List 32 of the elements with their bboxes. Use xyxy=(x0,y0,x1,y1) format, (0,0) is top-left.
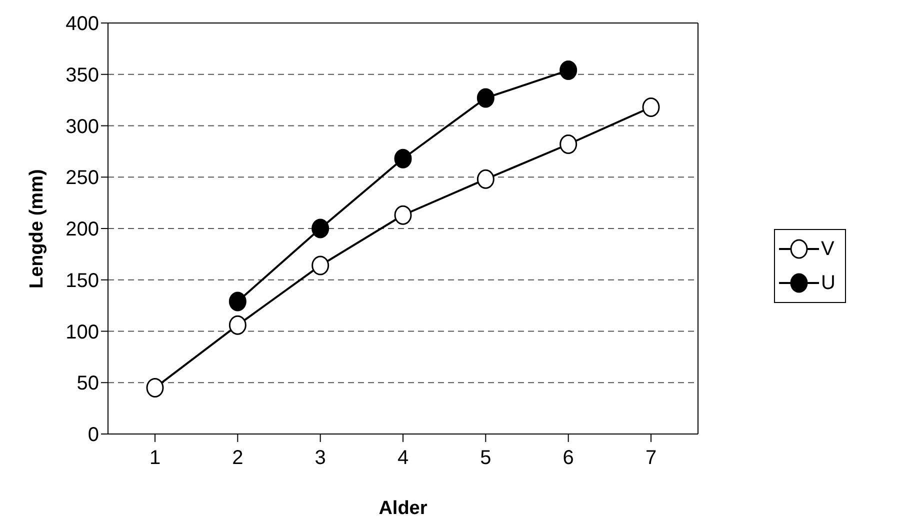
y-tick-label: 400 xyxy=(66,13,99,36)
y-tick-label: 200 xyxy=(66,218,99,241)
point xyxy=(228,315,246,335)
point xyxy=(560,134,578,154)
x-tick-label: 1 xyxy=(149,447,161,470)
x-tick-label: 7 xyxy=(645,447,657,470)
y-tick-label: 0 xyxy=(88,424,99,446)
y-tick-label: 250 xyxy=(66,167,99,190)
y-tick-label: 350 xyxy=(66,64,99,86)
point xyxy=(642,98,660,118)
y-tick-label: 300 xyxy=(66,116,99,138)
point xyxy=(312,218,330,238)
x-tick-label: 6 xyxy=(562,447,574,470)
point xyxy=(228,292,246,312)
legend-label: U xyxy=(821,272,836,294)
point xyxy=(476,169,494,189)
point xyxy=(312,256,330,276)
point xyxy=(560,60,578,80)
y-tick-label: 100 xyxy=(66,321,99,344)
point xyxy=(476,88,494,108)
point xyxy=(394,148,412,168)
y-axis-title: Lengde (mm) xyxy=(26,169,48,288)
y-tick-label: 50 xyxy=(76,372,99,395)
y-tick-label: 150 xyxy=(66,270,99,292)
x-tick-label: 5 xyxy=(480,447,492,470)
legend-label: V xyxy=(821,238,834,260)
point xyxy=(146,378,164,398)
x-axis-title: Alder xyxy=(378,498,428,519)
x-tick-label: 2 xyxy=(232,447,244,470)
x-tick-label: 4 xyxy=(397,447,409,470)
point xyxy=(394,205,412,225)
x-tick-label: 3 xyxy=(314,447,326,470)
